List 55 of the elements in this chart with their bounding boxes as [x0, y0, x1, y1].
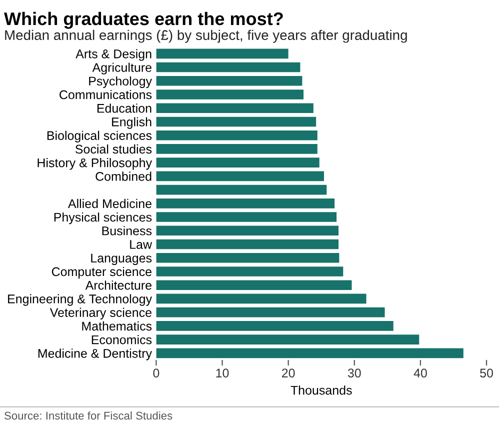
bar — [156, 48, 288, 59]
y-tick-label: Computer science — [52, 266, 152, 279]
y-tick-label: Business — [102, 226, 152, 236]
bar — [156, 280, 352, 290]
y-tick-label: Mathematics — [82, 321, 152, 331]
bar — [156, 334, 420, 344]
bar — [156, 321, 394, 331]
y-tick-label: Economics — [92, 335, 152, 344]
bar — [156, 266, 344, 276]
bar — [156, 171, 324, 182]
bar — [156, 294, 366, 304]
bar — [156, 90, 304, 100]
y-tick-label: Medicine & Dentistry — [38, 348, 152, 360]
y-tick-label: Education — [97, 104, 152, 113]
y-tick-label: History & Philosophy — [38, 158, 152, 170]
chart-title: Which graduates earn the most? — [4, 12, 283, 29]
y-tick-label: Communications — [60, 90, 152, 100]
y-tick-label: Social studies — [75, 144, 152, 154]
bar — [156, 130, 318, 140]
source-note: Source: Institute for Fiscal Studies — [4, 411, 172, 420]
x-tick-label: 20 — [282, 368, 295, 378]
y-tick-label: Biological sciences — [47, 130, 152, 142]
bar — [156, 198, 335, 208]
y-tick-label: Psychology — [89, 76, 152, 88]
bar — [156, 62, 300, 72]
x-tick-label: 50 — [480, 368, 493, 378]
bar — [156, 348, 464, 358]
bar — [156, 103, 314, 114]
y-tick-label: Engineering & Technology — [8, 294, 152, 306]
x-tick-label: 40 — [414, 368, 427, 378]
chart-subtitle: Median annual earnings (£) by subject, five years after graduating — [5, 30, 407, 43]
bar — [156, 212, 337, 222]
y-tick-label: Combined — [96, 172, 152, 181]
bar — [156, 184, 327, 195]
bar — [156, 76, 302, 86]
y-tick-label: Arts & Design — [76, 49, 152, 61]
bar — [156, 116, 316, 127]
y-tick-label: Allied Medicine — [68, 198, 152, 208]
y-tick-label: Veterinary science — [50, 308, 152, 320]
bar — [156, 144, 318, 154]
x-axis-title: Thousands — [290, 386, 352, 395]
y-tick-label: English — [112, 117, 152, 129]
bar — [156, 307, 385, 318]
y-tick-label: Architecture — [85, 280, 152, 290]
y-tick-label: Law — [130, 240, 152, 249]
y-tick-label: Languages — [91, 254, 152, 265]
y-tick-label: Agriculture — [92, 62, 152, 74]
bar — [156, 226, 339, 236]
bar — [156, 239, 339, 250]
x-tick-label: 10 — [216, 368, 229, 378]
x-tick-label: 0 — [153, 368, 160, 378]
bar — [156, 158, 320, 168]
x-tick-label: 30 — [348, 368, 361, 378]
bar — [156, 252, 340, 263]
y-tick-label: Physical sciences — [54, 212, 152, 224]
